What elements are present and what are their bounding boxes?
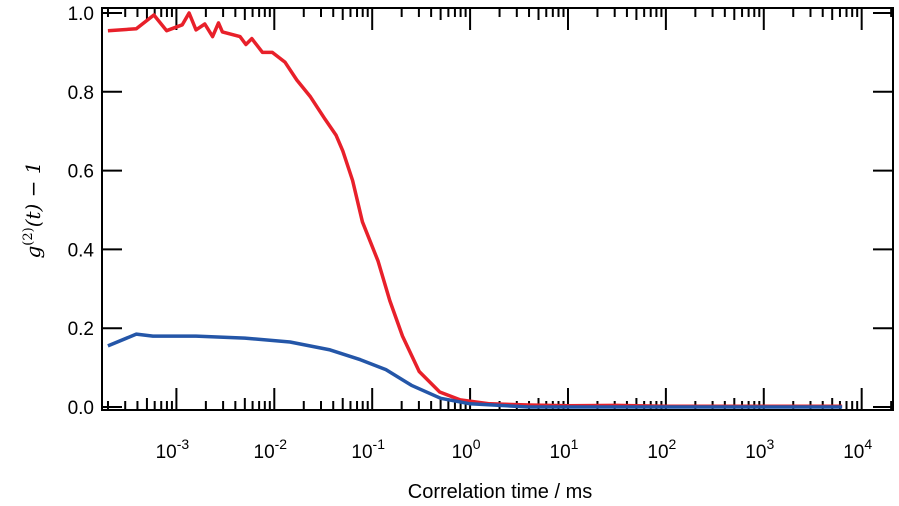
x-tick-label: 102: [647, 436, 676, 463]
x-tick-label: 103: [745, 436, 774, 463]
y-tick-label: 1.0: [68, 4, 94, 25]
x-tick-label: 10-2: [254, 436, 288, 463]
series-red-line: [107, 11, 843, 408]
y-tick-label: 0.4: [68, 240, 95, 261]
x-tick-label: 10-1: [351, 436, 385, 463]
x-tick-label: 101: [550, 436, 579, 463]
x-tick-label: 100: [452, 436, 481, 463]
plot-frame: [101, 7, 894, 411]
y-tick-label: 0.0: [68, 398, 94, 419]
x-tick-label: 104: [843, 436, 872, 463]
series-blue-line: [107, 332, 843, 409]
x-axis-title: Correlation time / ms: [408, 481, 593, 503]
x-tick-label: 10-3: [156, 436, 190, 463]
y-tick-label: 0.2: [68, 319, 94, 340]
y-axis-title: g(2)(t) − 1: [21, 161, 45, 258]
y-tick-label: 0.8: [68, 83, 94, 104]
y-tick-label: 0.6: [68, 162, 94, 183]
